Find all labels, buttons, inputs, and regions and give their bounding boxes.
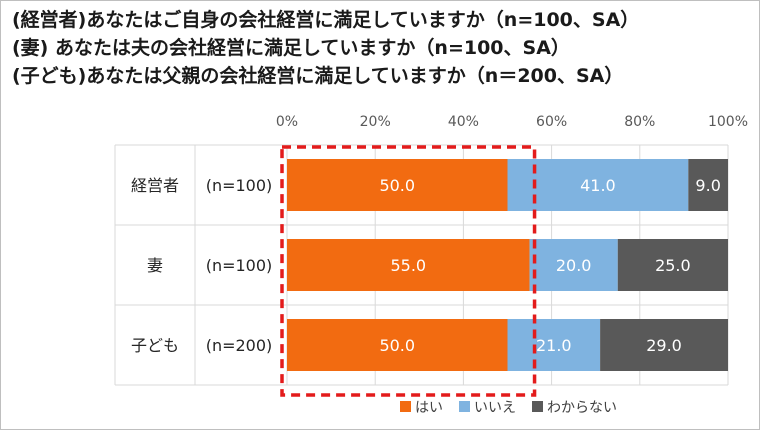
legend-label: いいえ: [474, 400, 516, 416]
bar-value-label: 25.0: [655, 256, 691, 275]
x-tick-label: 40%: [448, 114, 479, 130]
sample-size-label: (n=200): [206, 336, 273, 355]
x-tick-label: 80%: [624, 114, 655, 130]
bar-value-label: 9.0: [695, 176, 720, 195]
bar-value-label: 50.0: [379, 176, 415, 195]
category-label: 経営者: [131, 176, 179, 195]
legend-label: はい: [415, 400, 443, 416]
title-line-2: (妻) あなたは夫の会社経営に満足していますか（n=100、SA）: [12, 37, 570, 59]
bar-value-label: 55.0: [390, 256, 426, 275]
bar-segment: [617, 239, 728, 291]
x-tick-label: 100%: [708, 114, 748, 130]
bar-segment: [507, 159, 689, 211]
title-block: (経営者)あなたはご自身の会社経営に満足していますか（n=100、SA） (妻)…: [12, 6, 639, 90]
bar-segment: [507, 319, 601, 371]
bar-segment: [287, 159, 508, 211]
bar-segment: [688, 159, 728, 211]
bar-segment: [287, 319, 508, 371]
bar-value-label: 21.0: [536, 336, 572, 355]
bar-segment: [529, 239, 618, 291]
legend-swatch: [400, 401, 411, 412]
highlight-box: [280, 145, 537, 397]
x-tick-label: 20%: [360, 114, 391, 130]
bar-value-label: 41.0: [580, 176, 616, 195]
legend-swatch: [532, 401, 543, 412]
legend-label: わからない: [547, 400, 617, 416]
bar-segment: [600, 319, 728, 371]
x-tick-label: 0%: [276, 114, 298, 130]
bar-segment: [287, 239, 530, 291]
sample-size-label: (n=100): [206, 256, 273, 275]
bar-value-label: 20.0: [556, 256, 592, 275]
legend-swatch: [459, 401, 470, 412]
sample-size-label: (n=100): [206, 176, 273, 195]
bar-value-label: 29.0: [646, 336, 682, 355]
bar-value-label: 50.0: [379, 336, 415, 355]
title-line-1: (経営者)あなたはご自身の会社経営に満足していますか（n=100、SA）: [12, 9, 640, 31]
x-tick-label: 60%: [536, 114, 567, 130]
title-line-3: (子ども)あなたは父親の会社経営に満足していますか（n＝200、SA）: [12, 65, 624, 87]
category-label: 子ども: [131, 336, 179, 355]
category-label: 妻: [147, 256, 163, 275]
